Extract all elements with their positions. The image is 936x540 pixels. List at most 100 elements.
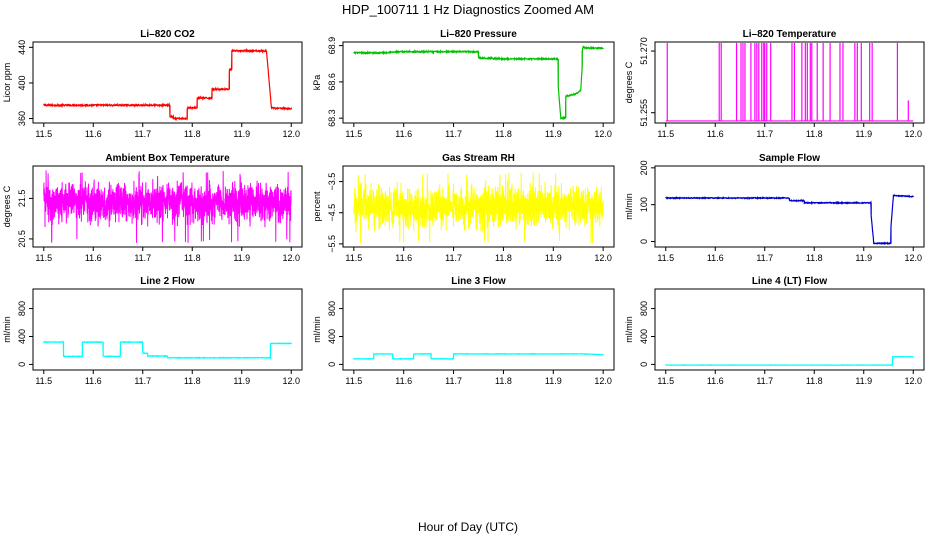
- x-tick-label: 11.7: [756, 253, 773, 263]
- x-tick-label: 11.7: [134, 129, 151, 139]
- x-tick-label: 11.6: [707, 376, 724, 386]
- panel-title: Sample Flow: [759, 153, 820, 164]
- x-tick-label: 12.0: [282, 376, 300, 386]
- y-tick-label: 0: [327, 362, 337, 367]
- x-tick-label: 11.7: [134, 253, 151, 263]
- y-tick-label: −5.5: [327, 235, 337, 253]
- x-tick-label: 12.0: [282, 253, 300, 263]
- x-tick-label: 11.7: [134, 376, 151, 386]
- x-tick-label: 11.9: [545, 129, 562, 139]
- data-series-line: [353, 352, 604, 361]
- panel-5: Gas Stream RH percent 11.5 11.6 11.7 11.8 11.9…: [312, 153, 615, 263]
- plot-frame: [32, 165, 303, 248]
- x-tick-label: 11.7: [756, 129, 773, 139]
- plot-frame: [654, 41, 925, 124]
- y-tick-label: 360: [17, 111, 27, 126]
- x-tick-label: 12.0: [594, 253, 612, 263]
- y-axis-label: degrees C: [2, 185, 12, 227]
- x-tick-label: 11.9: [855, 376, 872, 386]
- x-tick-label: 11.7: [445, 376, 462, 386]
- panel-title: Line 2 Flow: [140, 276, 195, 287]
- x-tick-label: 11.8: [806, 129, 823, 139]
- y-tick-label: 51.255: [639, 99, 649, 127]
- data-series-line: [353, 45, 604, 121]
- panel-title: Ambient Box Temperature: [105, 153, 230, 164]
- x-tick-label: 11.6: [85, 376, 102, 386]
- y-tick-label: 440: [17, 40, 27, 55]
- y-tick-label: 800: [639, 301, 649, 316]
- y-tick-label: 400: [17, 329, 27, 344]
- x-tick-label: 12.0: [282, 129, 300, 139]
- y-tick-label: −4.5: [327, 204, 337, 222]
- x-tick-label: 11.6: [395, 253, 412, 263]
- panel-title: Li–820 CO2: [140, 29, 195, 40]
- x-tick-label: 11.8: [495, 129, 512, 139]
- panel-4: Ambient Box Temperature degrees C 11.5 11.6…: [2, 153, 303, 263]
- panel-title: Line 3 Flow: [451, 276, 506, 287]
- y-tick-label: −3.5: [327, 173, 337, 191]
- y-axis-label: degrees C: [624, 61, 634, 103]
- panel-title: Line 4 (LT) Flow: [752, 276, 828, 287]
- x-tick-label: 11.9: [233, 376, 250, 386]
- plot-frame: [654, 165, 925, 248]
- y-axis-label: ml/min: [624, 316, 634, 343]
- plot-frame: [342, 41, 615, 124]
- y-tick-label: 0: [639, 362, 649, 367]
- x-tick-label: 12.0: [904, 129, 922, 139]
- x-tick-label: 11.9: [855, 129, 872, 139]
- y-tick-label: 400: [639, 329, 649, 344]
- panel-7: Line 2 Flow ml/min 11.5 11.6 11.7 11.8 11.9 12.…: [2, 276, 303, 386]
- y-axis-label: ml/min: [2, 316, 12, 343]
- panel-8: Line 3 Flow ml/min 11.5 11.6 11.7 11.8 11.9 12.…: [312, 276, 615, 386]
- panel-9: Line 4 (LT) Flow ml/min 11.5 11.6 11.7 11.8 11…: [624, 276, 925, 386]
- x-tick-label: 12.0: [904, 253, 922, 263]
- panel-6: Sample Flow ml/min 11.5 11.6 11.7 11.8 11.9 12.…: [624, 153, 925, 263]
- x-tick-label: 11.5: [35, 376, 52, 386]
- y-tick-label: 0: [639, 239, 649, 244]
- x-tick-label: 11.6: [85, 253, 102, 263]
- y-tick-label: 0: [17, 362, 27, 367]
- x-tick-label: 11.5: [657, 376, 674, 386]
- y-tick-label: 800: [327, 301, 337, 316]
- x-tick-label: 11.6: [707, 253, 724, 263]
- x-tick-label: 11.9: [545, 376, 562, 386]
- panels-grid: Li–820 CO2 Licor ppm 11.5 11.6 11.7 11.8 11.9 1…: [2, 29, 925, 386]
- data-series-line: [665, 355, 914, 367]
- y-axis-label: ml/min: [312, 316, 322, 343]
- x-tick-label: 12.0: [594, 376, 612, 386]
- x-tick-label: 12.0: [904, 376, 922, 386]
- panel-3: Li–820 Temperature degrees C 11.5 11.6 11.7 1…: [624, 29, 925, 139]
- y-tick-label: 400: [17, 75, 27, 90]
- y-axis-label: percent: [312, 191, 322, 222]
- x-tick-label: 11.5: [345, 253, 362, 263]
- y-tick-label: 400: [327, 329, 337, 344]
- x-tick-label: 11.9: [855, 253, 872, 263]
- x-tick-label: 11.5: [35, 129, 52, 139]
- x-tick-label: 11.9: [233, 253, 250, 263]
- x-tick-label: 11.5: [345, 129, 362, 139]
- panel-title: Gas Stream RH: [442, 153, 515, 164]
- y-axis-label: Licor ppm: [2, 63, 12, 103]
- plot-frame: [32, 288, 303, 371]
- data-series-line: [43, 340, 292, 360]
- x-tick-label: 11.6: [85, 129, 102, 139]
- x-tick-label: 11.7: [445, 129, 462, 139]
- figure-x-label: Hour of Day (UTC): [418, 520, 518, 534]
- plot-frame: [342, 165, 615, 248]
- x-tick-label: 11.9: [545, 253, 562, 263]
- data-series-line: [353, 172, 604, 244]
- plot-frame: [342, 288, 615, 371]
- panel-2: Li–820 Pressure kPa 11.5 11.6 11.7 11.8 11.9 12…: [312, 29, 615, 139]
- x-tick-label: 11.7: [445, 253, 462, 263]
- x-tick-label: 11.9: [233, 129, 250, 139]
- y-tick-label: 100: [639, 197, 649, 212]
- data-series-line: [43, 170, 292, 243]
- x-tick-label: 11.8: [495, 376, 512, 386]
- x-tick-label: 11.8: [184, 129, 201, 139]
- x-tick-label: 11.7: [756, 376, 773, 386]
- x-tick-label: 11.8: [806, 376, 823, 386]
- y-tick-label: 20.5: [17, 230, 27, 248]
- x-tick-label: 11.6: [395, 129, 412, 139]
- data-series-line: [43, 47, 292, 122]
